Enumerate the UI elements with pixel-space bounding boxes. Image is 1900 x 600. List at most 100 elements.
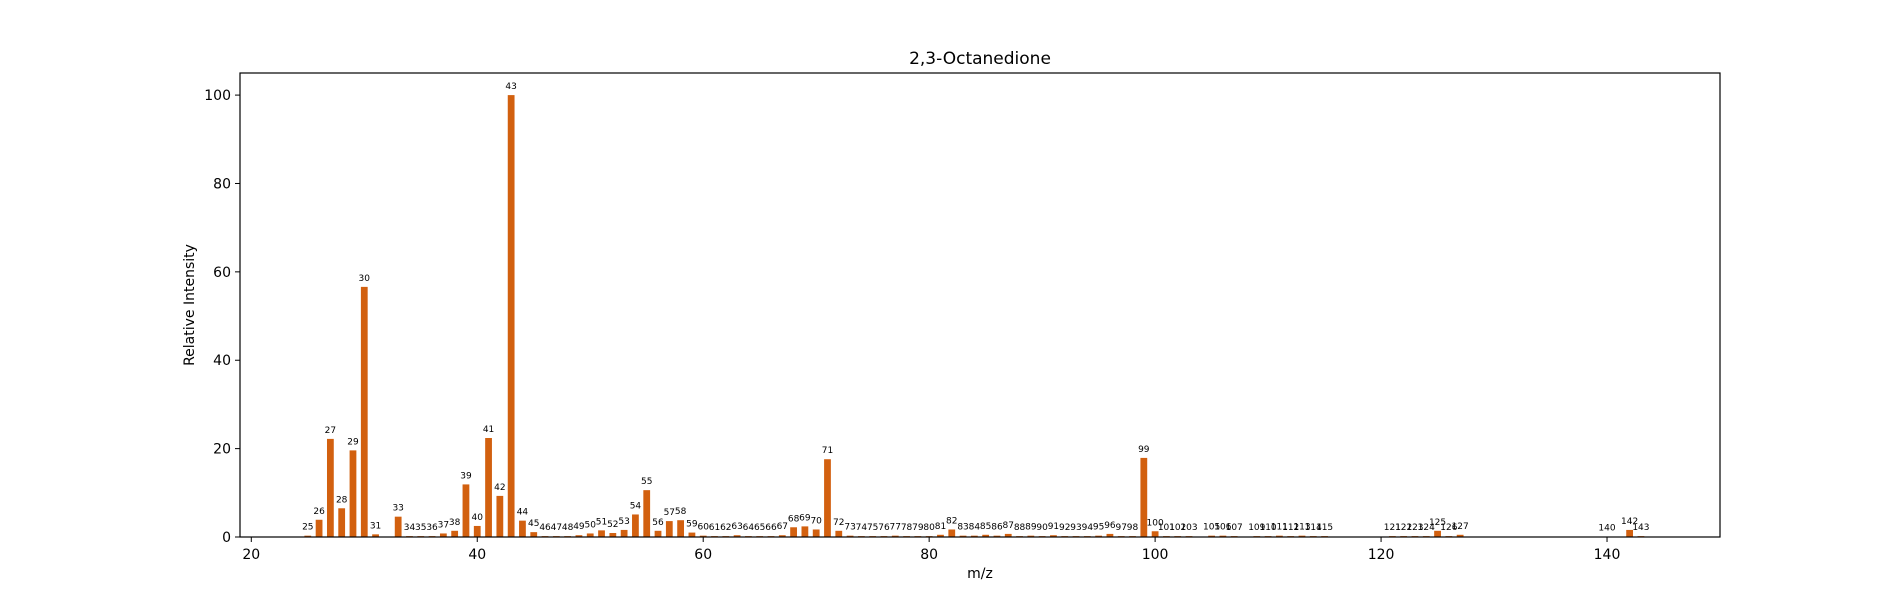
bar-mz-99 bbox=[1140, 457, 1148, 537]
bar-mz-69 bbox=[801, 526, 809, 537]
bar-label-mz-77: 77 bbox=[890, 523, 901, 533]
bar-label-mz-64: 64 bbox=[743, 523, 755, 533]
bar-label-mz-36: 36 bbox=[426, 523, 438, 533]
x-axis-ticks: 20 40 60 80 100 120 140 bbox=[242, 537, 1620, 563]
bar-label-mz-33: 33 bbox=[392, 504, 403, 514]
chart-title: 2,3-Octanedione bbox=[909, 49, 1051, 69]
bar-mz-40 bbox=[473, 525, 481, 537]
bar-mz-83 bbox=[959, 535, 967, 537]
bar-mz-84 bbox=[970, 535, 978, 537]
bar-mz-59 bbox=[688, 532, 696, 537]
bar-label-mz-95: 95 bbox=[1093, 523, 1104, 533]
y-axis-label: Relative Intensity bbox=[182, 244, 198, 366]
x-tick-label-100: 100 bbox=[1142, 547, 1169, 563]
bar-mz-100 bbox=[1151, 531, 1159, 537]
bar-mz-68 bbox=[790, 527, 797, 537]
bar-label-mz-113: 113 bbox=[1293, 523, 1310, 533]
bar-mz-44 bbox=[519, 520, 526, 537]
bar-label-mz-73: 73 bbox=[844, 523, 855, 533]
bar-label-mz-30: 30 bbox=[359, 274, 371, 284]
bar-label-mz-42: 42 bbox=[494, 483, 505, 493]
bar-label-mz-65: 65 bbox=[754, 523, 765, 533]
bar-label-mz-82: 82 bbox=[946, 516, 957, 526]
bar-label-mz-70: 70 bbox=[810, 516, 822, 526]
bar-mz-106 bbox=[1219, 535, 1227, 537]
bar-label-mz-51: 51 bbox=[596, 517, 607, 527]
bar-mz-91 bbox=[1050, 535, 1057, 537]
bar-label-mz-96: 96 bbox=[1104, 521, 1116, 531]
bar-label-mz-38: 38 bbox=[449, 518, 461, 528]
x-tick-label-40: 40 bbox=[468, 547, 486, 563]
bar-label-mz-85: 85 bbox=[980, 522, 991, 532]
y-tick-label-20: 20 bbox=[213, 442, 231, 458]
bar-mz-28 bbox=[338, 508, 346, 537]
y-tick-label-100: 100 bbox=[204, 88, 231, 104]
bar-mz-87 bbox=[1004, 533, 1012, 537]
bar-mz-57 bbox=[665, 521, 673, 537]
bar-label-mz-102: 102 bbox=[1169, 523, 1186, 533]
bar-mz-111 bbox=[1276, 535, 1283, 537]
bar-label-mz-62: 62 bbox=[720, 523, 731, 533]
bar-mz-70 bbox=[812, 529, 820, 537]
bar-label-mz-109: 109 bbox=[1248, 523, 1265, 533]
bar-mz-86 bbox=[993, 535, 1001, 537]
bar-mz-81 bbox=[937, 534, 944, 537]
bar-label-mz-40: 40 bbox=[472, 513, 484, 523]
bar-label-mz-45: 45 bbox=[528, 519, 539, 529]
bar-label-mz-67: 67 bbox=[777, 522, 788, 532]
bar-label-mz-54: 54 bbox=[630, 501, 642, 511]
bar-mz-31 bbox=[372, 534, 379, 537]
bar-label-mz-63: 63 bbox=[731, 522, 742, 532]
bar-mz-50 bbox=[586, 533, 594, 537]
bar-label-mz-115: 115 bbox=[1316, 523, 1333, 533]
bar-label-mz-59: 59 bbox=[686, 520, 698, 530]
bar-label-mz-31: 31 bbox=[370, 521, 381, 531]
bar-label-mz-55: 55 bbox=[641, 477, 652, 487]
bar-label-mz-50: 50 bbox=[585, 520, 597, 530]
bar-label-mz-26: 26 bbox=[313, 507, 325, 517]
bar-mz-27 bbox=[326, 438, 334, 537]
bar-label-mz-99: 99 bbox=[1138, 445, 1150, 455]
bar-mz-51 bbox=[598, 530, 605, 537]
bar-label-mz-111: 111 bbox=[1271, 523, 1288, 533]
bar-mz-77 bbox=[891, 535, 899, 537]
bar-mz-30 bbox=[360, 286, 368, 537]
bar-mz-49 bbox=[575, 535, 583, 537]
bar-label-mz-100: 100 bbox=[1147, 518, 1164, 528]
x-tick-label-80: 80 bbox=[920, 547, 938, 563]
bar-label-mz-103: 103 bbox=[1180, 523, 1197, 533]
bar-label-mz-114: 114 bbox=[1305, 523, 1322, 533]
bar-mz-54 bbox=[632, 514, 639, 537]
bar-mz-58 bbox=[677, 520, 684, 537]
bar-mz-67 bbox=[778, 535, 786, 537]
bar-mz-85 bbox=[982, 534, 990, 537]
bar-mz-113 bbox=[1298, 535, 1306, 537]
bar-label-mz-107: 107 bbox=[1226, 523, 1243, 533]
bar-label-mz-47: 47 bbox=[551, 523, 562, 533]
bar-label-mz-43: 43 bbox=[505, 82, 516, 92]
bar-label-mz-110: 110 bbox=[1259, 523, 1276, 533]
bar-label-mz-125: 125 bbox=[1429, 518, 1446, 528]
bar-mz-125 bbox=[1434, 530, 1441, 537]
bar-label-mz-80: 80 bbox=[923, 523, 935, 533]
bar-mz-95 bbox=[1095, 535, 1103, 537]
bar-mz-55 bbox=[643, 490, 651, 537]
bar-mz-72 bbox=[835, 530, 843, 537]
bar-mz-71 bbox=[824, 459, 831, 537]
bar-label-mz-143: 143 bbox=[1632, 523, 1649, 533]
bar-label-mz-60: 60 bbox=[697, 523, 709, 533]
bar-label-mz-34: 34 bbox=[404, 523, 416, 533]
bar-label-mz-79: 79 bbox=[912, 523, 924, 533]
bar-mz-42 bbox=[496, 495, 504, 537]
bar-label-mz-123: 123 bbox=[1406, 523, 1423, 533]
bar-label-mz-87: 87 bbox=[1003, 521, 1014, 531]
bar-label-mz-44: 44 bbox=[517, 508, 529, 518]
bar-label-mz-88: 88 bbox=[1014, 523, 1026, 533]
bar-label-mz-56: 56 bbox=[652, 518, 664, 528]
bar-mz-26 bbox=[315, 519, 323, 537]
bar-mz-60 bbox=[699, 535, 707, 537]
bar-label-mz-75: 75 bbox=[867, 523, 878, 533]
bar-label-mz-106: 106 bbox=[1214, 523, 1231, 533]
bar-label-mz-69: 69 bbox=[799, 513, 811, 523]
bar-label-mz-84: 84 bbox=[969, 523, 981, 533]
